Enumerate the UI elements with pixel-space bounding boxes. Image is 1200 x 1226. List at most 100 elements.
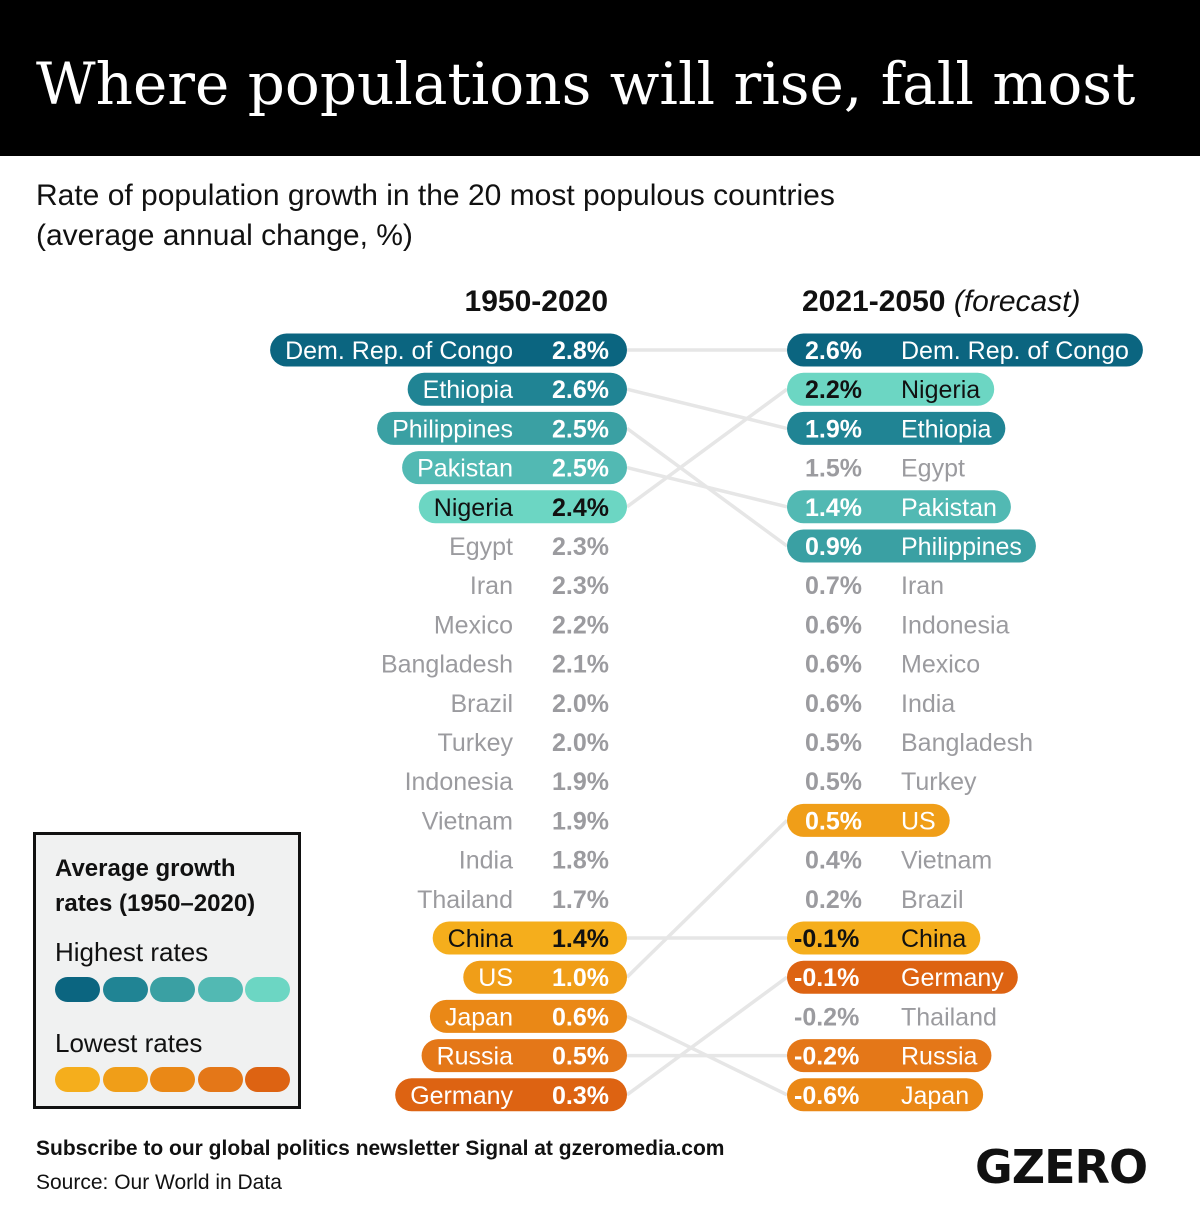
- right-row-indonesia: 0.6% Indonesia: [805, 611, 1010, 639]
- legend-swatch: [102, 977, 148, 1002]
- right-pill-us: [787, 803, 950, 837]
- left-column-rows: Dem. Rep. of Congo 2.8% Ethiopia 2.6% Philip…: [270, 333, 627, 1112]
- left-value-label: 2.5%: [552, 415, 609, 443]
- right-row-thailand: -0.2% Thailand: [794, 1003, 997, 1031]
- left-country-label: Germany: [410, 1082, 513, 1110]
- right-row-japan: -0.6% Japan: [787, 1078, 984, 1112]
- left-value-label: 0.6%: [552, 1003, 609, 1031]
- right-row-india: 0.6% India: [805, 690, 955, 718]
- left-country-label: Pakistan: [417, 455, 513, 483]
- legend-title-line-1: Average growth: [55, 855, 236, 882]
- left-pill-ethiopia: [407, 372, 627, 406]
- right-row-china: -0.1% China: [787, 921, 981, 955]
- left-row-thailand: Thailand 1.7%: [417, 886, 609, 914]
- left-country-label: Iran: [470, 572, 513, 600]
- right-row-us: 0.5% US: [787, 803, 950, 837]
- right-row-pakistan: 1.4% Pakistan: [787, 490, 1011, 524]
- left-row-turkey: Turkey 2.0%: [438, 729, 609, 757]
- left-row-nigeria: Nigeria 2.4%: [418, 490, 627, 524]
- left-country-label: China: [448, 925, 513, 953]
- connector-nigeria: [625, 387, 789, 509]
- column-heading-2021-2050: 2021-2050 (forecast): [802, 282, 1081, 322]
- right-country-label: Brazil: [901, 886, 964, 914]
- left-pill-germany: [395, 1078, 627, 1112]
- column-heading-1950-2020: 1950-2020: [464, 285, 608, 318]
- chart-subtitle: Rate of population growth in the 20 most…: [36, 176, 835, 256]
- right-row-turkey: 0.5% Turkey: [805, 768, 977, 796]
- forecast-note: (forecast): [953, 285, 1081, 318]
- left-row-russia: Russia 0.5%: [421, 1039, 627, 1073]
- right-pill-japan: [787, 1078, 984, 1112]
- legend: Average growth rates (1950–2020) Highest…: [33, 832, 301, 1109]
- left-value-label: 2.8%: [552, 337, 609, 365]
- right-value-label: 2.6%: [805, 337, 862, 365]
- right-value-label: 0.9%: [805, 533, 862, 561]
- gzero-logo: GZERO: [975, 1140, 1148, 1194]
- right-value-label: 0.7%: [805, 572, 862, 600]
- source-note: Source: Our World in Data: [36, 1171, 282, 1194]
- right-value-label: -0.2%: [794, 1043, 859, 1071]
- left-row-us: US 1.0%: [463, 960, 627, 994]
- left-value-label: 2.4%: [552, 494, 609, 522]
- right-value-label: 1.4%: [805, 494, 862, 522]
- left-value-label: 1.4%: [552, 925, 609, 953]
- legend-swatch: [150, 1067, 195, 1092]
- left-row-indonesia: Indonesia 1.9%: [405, 768, 609, 796]
- left-value-label: 2.3%: [552, 533, 609, 561]
- right-country-label: Philippines: [901, 533, 1022, 561]
- right-value-label: -0.1%: [794, 964, 859, 992]
- right-pill-dem-rep-of-congo: [787, 333, 1143, 367]
- legend-title-line-2: rates (1950–2020): [55, 890, 256, 917]
- right-value-label: 0.6%: [805, 651, 862, 679]
- legend-swatch: [55, 977, 100, 1002]
- right-value-label: 0.6%: [805, 611, 862, 639]
- left-country-label: Bangladesh: [381, 651, 513, 679]
- left-value-label: 2.1%: [552, 651, 609, 679]
- left-value-label: 2.0%: [552, 690, 609, 718]
- right-value-label: -0.2%: [794, 1003, 859, 1031]
- right-value-label: -0.6%: [794, 1082, 859, 1110]
- left-value-label: 1.7%: [552, 886, 609, 914]
- left-row-philippines: Philippines 2.5%: [377, 411, 627, 445]
- left-value-label: 2.6%: [552, 376, 609, 404]
- right-country-label: Vietnam: [901, 847, 992, 875]
- right-pill-nigeria: [787, 372, 995, 406]
- right-row-philippines: 0.9% Philippines: [787, 529, 1036, 563]
- right-value-label: 0.4%: [805, 847, 862, 875]
- right-row-germany: -0.1% Germany: [787, 960, 1018, 994]
- right-country-label: Turkey: [901, 768, 977, 796]
- connector-germany: [625, 975, 789, 1097]
- right-row-vietnam: 0.4% Vietnam: [805, 847, 992, 875]
- right-country-label: Nigeria: [901, 376, 980, 404]
- left-value-label: 0.5%: [552, 1043, 609, 1071]
- legend-swatch: [197, 1067, 243, 1092]
- left-country-label: Egypt: [449, 533, 513, 561]
- left-row-vietnam: Vietnam 1.9%: [422, 807, 609, 835]
- right-pill-germany: [787, 960, 1018, 994]
- right-country-label: Russia: [901, 1043, 978, 1071]
- right-country-label: Mexico: [901, 651, 980, 679]
- left-row-egypt: Egypt 2.3%: [449, 533, 609, 561]
- left-row-mexico: Mexico 2.2%: [434, 611, 609, 639]
- right-row-mexico: 0.6% Mexico: [805, 651, 980, 679]
- left-country-label: Philippines: [392, 415, 513, 443]
- left-pill-philippines: [377, 411, 627, 445]
- right-value-label: 2.2%: [805, 376, 862, 404]
- right-pill-philippines: [787, 529, 1036, 563]
- right-value-label: 1.5%: [805, 455, 862, 483]
- right-row-russia: -0.2% Russia: [787, 1039, 992, 1073]
- right-row-iran: 0.7% Iran: [805, 572, 944, 600]
- right-row-ethiopia: 1.9% Ethiopia: [787, 411, 1006, 445]
- legend-swatch: [245, 1067, 290, 1092]
- subtitle-line-1: Rate of population growth in the 20 most…: [36, 179, 835, 212]
- right-row-egypt: 1.5% Egypt: [805, 455, 965, 483]
- legend-highest-label: Highest rates: [55, 937, 209, 967]
- left-country-label: Turkey: [438, 729, 514, 757]
- left-row-iran: Iran 2.3%: [470, 572, 609, 600]
- legend-swatch: [55, 1067, 100, 1092]
- left-pill-dem-rep-of-congo: [270, 333, 627, 367]
- right-row-dem-rep-of-congo: 2.6% Dem. Rep. of Congo: [787, 333, 1143, 367]
- left-country-label: Mexico: [434, 611, 513, 639]
- connector-ethiopia: [626, 387, 788, 431]
